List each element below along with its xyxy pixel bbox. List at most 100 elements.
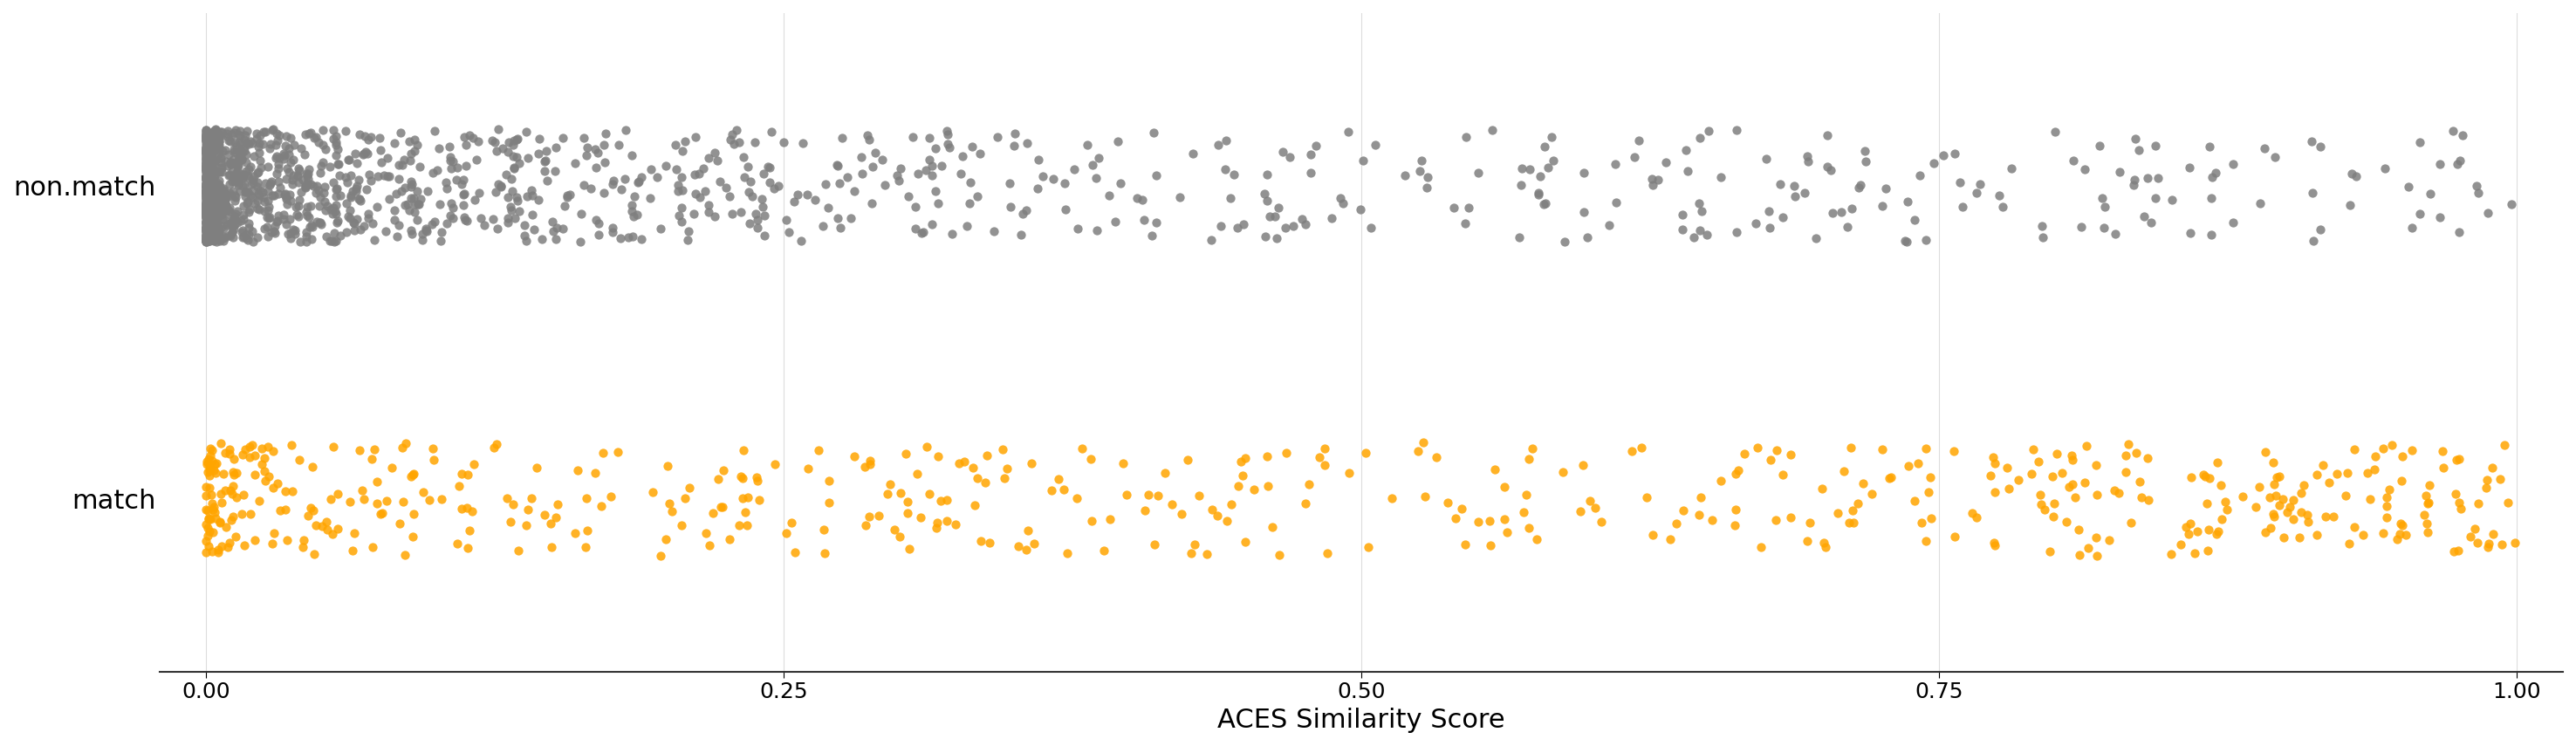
Point xyxy=(343,148,384,160)
Point xyxy=(247,161,289,173)
Point xyxy=(1383,170,1425,182)
Point xyxy=(428,183,469,195)
Point xyxy=(2280,486,2321,498)
Point xyxy=(252,225,294,237)
Point xyxy=(258,162,299,174)
Point xyxy=(185,458,227,470)
Point xyxy=(191,450,232,462)
Point xyxy=(1646,156,1687,168)
Point xyxy=(317,183,358,195)
Point xyxy=(191,142,232,154)
Point xyxy=(368,170,410,182)
Point xyxy=(188,170,229,182)
Point xyxy=(1615,151,1656,163)
Point xyxy=(196,184,237,195)
Point xyxy=(2244,446,2285,458)
Point xyxy=(224,444,265,456)
Point xyxy=(191,445,232,457)
Point xyxy=(2239,197,2280,209)
Point xyxy=(188,127,229,139)
Point xyxy=(216,158,258,170)
Point xyxy=(2177,526,2218,538)
Point xyxy=(227,138,268,150)
Point xyxy=(1046,204,1087,216)
Point xyxy=(1018,154,1059,166)
Point xyxy=(1749,454,1790,466)
Point xyxy=(2432,125,2473,137)
Point xyxy=(209,156,250,168)
Point xyxy=(201,437,242,449)
Point xyxy=(2239,481,2280,493)
Point xyxy=(201,221,242,233)
Point xyxy=(1814,207,1855,219)
Point xyxy=(193,216,234,228)
Point xyxy=(693,210,734,222)
Point xyxy=(294,548,335,560)
Point xyxy=(592,175,634,186)
Point xyxy=(301,157,343,169)
Point xyxy=(185,189,227,201)
Point xyxy=(2488,497,2530,509)
Point xyxy=(185,222,227,233)
Point xyxy=(2254,478,2295,490)
Point xyxy=(191,186,232,198)
Point xyxy=(1517,533,1558,545)
Point xyxy=(237,195,278,207)
Point xyxy=(185,178,227,190)
Point xyxy=(1321,198,1363,210)
Point xyxy=(1218,480,1260,492)
Point xyxy=(889,543,930,555)
Point xyxy=(258,134,299,146)
Point xyxy=(438,538,479,550)
Point xyxy=(185,215,227,227)
Point xyxy=(2120,476,2161,488)
Point xyxy=(1273,220,1314,232)
Point xyxy=(492,185,533,197)
Point xyxy=(1507,453,1548,465)
Point xyxy=(1633,179,1674,191)
Point xyxy=(214,466,255,478)
Point xyxy=(507,504,549,515)
Point xyxy=(265,198,307,210)
Point xyxy=(185,149,227,161)
Point xyxy=(2434,546,2476,558)
Point xyxy=(188,140,229,152)
Point xyxy=(1824,465,1865,477)
Point xyxy=(564,541,605,553)
Point xyxy=(1291,167,1332,179)
Point xyxy=(185,199,227,211)
Point xyxy=(258,175,299,187)
Point xyxy=(185,201,227,213)
Point xyxy=(337,192,379,204)
Point xyxy=(185,208,227,220)
Point xyxy=(188,182,229,194)
Point xyxy=(430,154,471,166)
Point xyxy=(185,134,227,146)
Point xyxy=(227,234,268,246)
Point xyxy=(263,153,304,165)
Point xyxy=(185,188,227,200)
Point xyxy=(1940,177,1981,189)
Point xyxy=(196,197,237,209)
Point xyxy=(250,142,291,154)
Point xyxy=(739,495,781,507)
Point xyxy=(2300,141,2342,153)
Point xyxy=(188,522,229,534)
Point xyxy=(214,208,255,220)
Point xyxy=(577,161,618,173)
Point xyxy=(389,192,430,204)
Point xyxy=(198,134,240,146)
Point xyxy=(1007,524,1048,536)
Point xyxy=(1252,521,1293,533)
Point xyxy=(222,201,263,213)
Point xyxy=(188,149,229,161)
Point xyxy=(2455,523,2496,535)
Point xyxy=(750,161,791,173)
Point xyxy=(440,503,482,515)
Point xyxy=(304,186,345,198)
Point xyxy=(840,151,881,163)
Point xyxy=(188,132,229,144)
Point xyxy=(185,182,227,194)
Point xyxy=(188,169,229,181)
Point xyxy=(191,151,232,163)
